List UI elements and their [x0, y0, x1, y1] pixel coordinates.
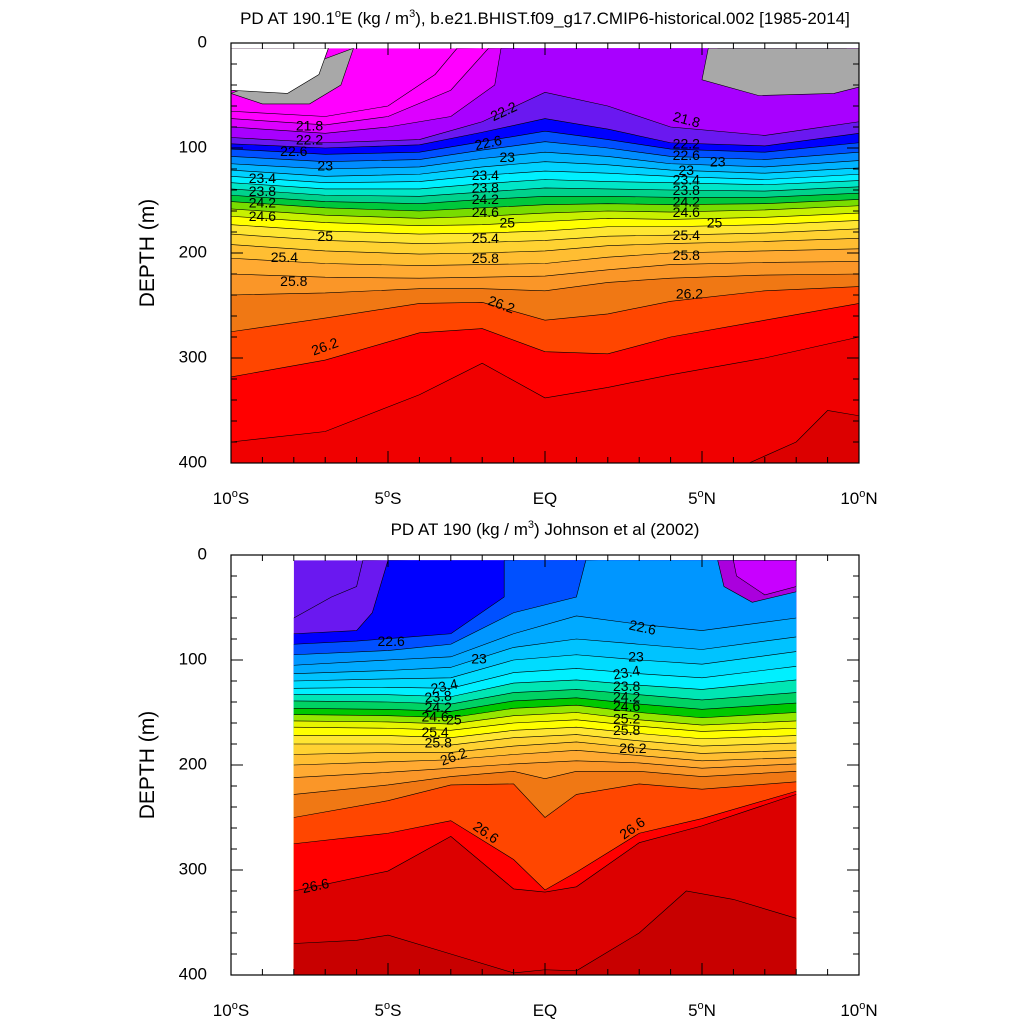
contour-label: 24.2 — [249, 194, 276, 210]
contour-label: 23.8 — [673, 182, 700, 198]
contour-label: 24.2 — [613, 689, 640, 705]
contour-label: 21.8 — [671, 108, 702, 131]
contour-label: 24.6 — [421, 708, 448, 724]
contour-label: 24.2 — [472, 191, 499, 207]
x-tick-label: 10oN — [840, 1000, 877, 1020]
contour-label: 26.2 — [619, 740, 646, 756]
contour-label: 23.8 — [613, 678, 640, 694]
contour-label: 25 — [317, 228, 333, 244]
contour-label: 22.6 — [473, 132, 503, 153]
contour-label: 22.6 — [378, 633, 405, 649]
contour-label: 25.4 — [472, 230, 499, 246]
contour-label: 23.4 — [673, 171, 700, 187]
x-tick-label: EQ — [533, 1001, 558, 1020]
panel-top-title: PD AT 190.1oE (kg / m3), b.e21.BHIST.f09… — [240, 8, 850, 28]
contour-label: 23.8 — [472, 180, 499, 196]
x-tick-label: 5oS — [375, 488, 402, 508]
x-tick-label: 10oS — [213, 1000, 249, 1020]
contour-label: 25 — [707, 214, 723, 230]
contour-label: 24.6 — [673, 204, 700, 220]
contour-label: 22.6 — [280, 143, 307, 159]
contour-band-26-8 — [293, 890, 797, 975]
contour-label: 25.4 — [673, 227, 700, 243]
x-tick-label: EQ — [533, 489, 558, 508]
contour-label: 22.2 — [296, 131, 323, 147]
contour-label: 22.6 — [673, 147, 700, 163]
contour-label: 25 — [500, 214, 516, 230]
contour-label: 23 — [679, 162, 695, 178]
contour-label: 25.2 — [613, 711, 640, 727]
contour-label: 24.6 — [249, 208, 276, 224]
x-tick-label: 5oN — [688, 488, 716, 508]
contour-label: 23.8 — [424, 687, 453, 705]
y-tick-label: 200 — [179, 242, 207, 261]
y-tick-label: 400 — [179, 452, 207, 471]
x-tick-label: 5oS — [375, 1000, 402, 1020]
contour-label: 25.8 — [280, 273, 307, 289]
contour-label: 25.4 — [421, 724, 448, 740]
contour-label: 23 — [500, 149, 516, 165]
contour-label: 23.4 — [429, 675, 459, 696]
contour-label: 23.4 — [472, 167, 499, 183]
x-tick-label: 5oN — [688, 1000, 716, 1020]
surface-cap-1 — [733, 560, 797, 596]
contour-band-26-8 — [748, 410, 859, 463]
contour-label: 24.6 — [613, 698, 640, 714]
panel-bottom: PD AT 190 (kg / m3) Johnson et al (2002)… — [136, 519, 878, 1020]
contour-label: 25.8 — [472, 250, 499, 266]
y-tick-label: 100 — [179, 137, 207, 156]
y-tick-label: 400 — [179, 964, 207, 983]
y-tick-label: 300 — [179, 859, 207, 878]
contour-band-26-6 — [231, 336, 859, 463]
contour-label: 24.6 — [472, 204, 499, 220]
contour-label: 23.8 — [249, 183, 276, 199]
contour-label: 23 — [628, 649, 644, 665]
y-tick-label: 0 — [198, 32, 207, 51]
contour-label: 26.6 — [301, 875, 331, 896]
contour-label: 23.4 — [249, 170, 276, 186]
surface-cap-3 — [701, 48, 859, 96]
y-tick-label: 0 — [198, 544, 207, 563]
panel-bottom-ylabel: DEPTH (m) — [136, 711, 159, 820]
contour-label: 24.2 — [425, 699, 452, 715]
contour-label: 23 — [710, 153, 726, 169]
contour-label: 22.6 — [628, 617, 658, 638]
y-tick-label: 100 — [179, 649, 207, 668]
panel-top-plot: 21.822.222.62323.423.824.224.62525.425.8… — [179, 32, 878, 508]
panel-bottom-title: PD AT 190 (kg / m3) Johnson et al (2002) — [391, 519, 700, 539]
contour-label: 23.4 — [612, 662, 642, 683]
panel-top: PD AT 190.1oE (kg / m3), b.e21.BHIST.f09… — [136, 8, 878, 508]
y-tick-label: 300 — [179, 347, 207, 366]
contour-label: 23 — [471, 651, 487, 667]
x-tick-label: 10oN — [840, 488, 877, 508]
contour-label: 23 — [317, 158, 333, 174]
x-tick-label: 10oS — [213, 488, 249, 508]
contour-label: 25.8 — [425, 735, 452, 751]
contour-label: 25.8 — [613, 722, 640, 738]
panel-top-ylabel: DEPTH (m) — [136, 199, 159, 308]
panel-bottom-plot: 22.62323.423.824.224.62525.425.826.226.6… — [179, 544, 878, 1020]
contour-label: 22.2 — [673, 136, 700, 152]
contour-label: 26.2 — [676, 286, 703, 302]
missing-data-area — [231, 48, 329, 94]
y-tick-label: 200 — [179, 754, 207, 773]
contour-label: 21.8 — [296, 118, 323, 134]
contour-label: 25 — [446, 712, 462, 728]
contour-label: 25.4 — [271, 249, 298, 265]
contour-label: 24.2 — [673, 193, 700, 209]
contour-label: 25.8 — [673, 247, 700, 263]
